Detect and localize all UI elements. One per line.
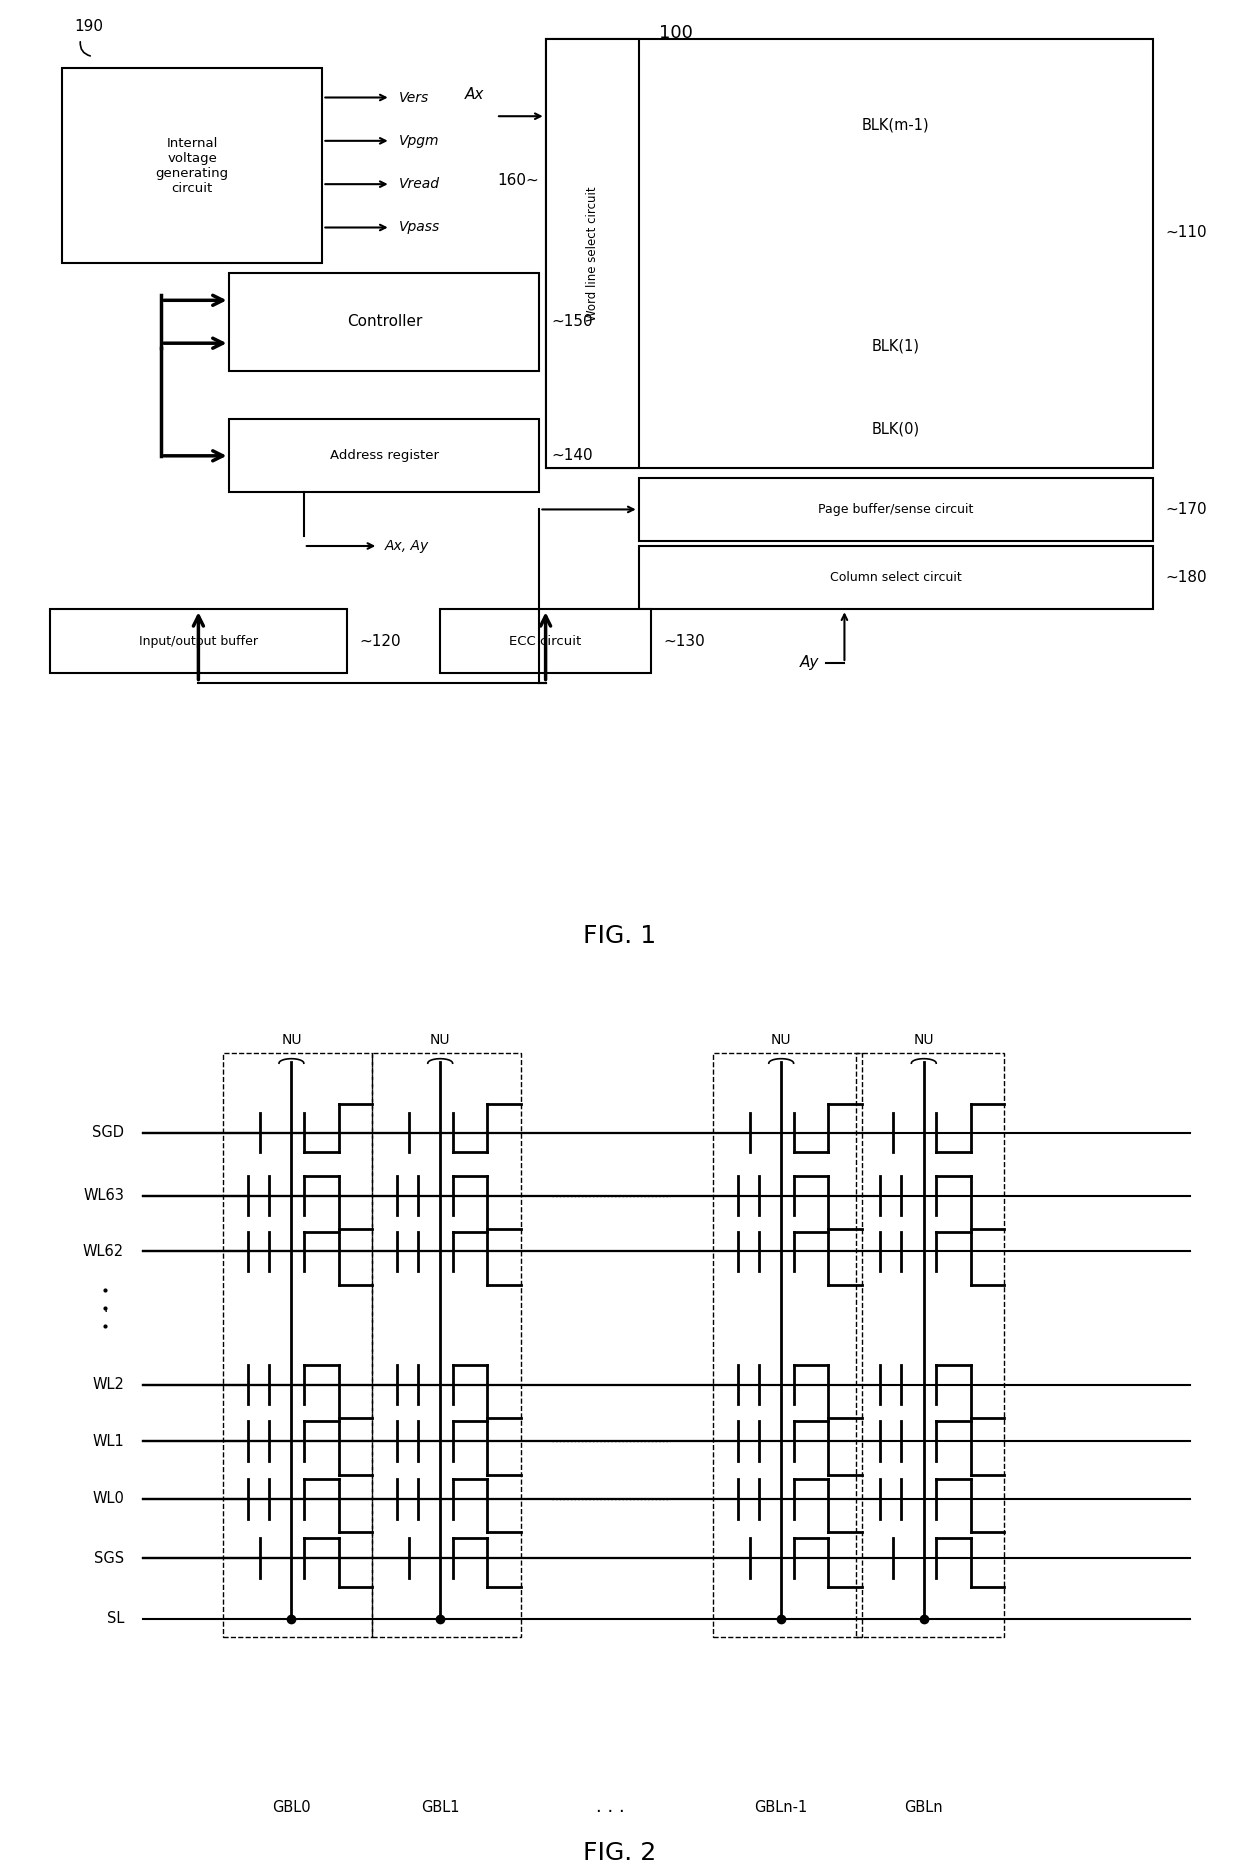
Text: ~110: ~110 [1166,225,1208,240]
Text: Vread: Vread [399,176,440,191]
Text: WL62: WL62 [83,1243,124,1258]
Text: NU: NU [281,1033,301,1046]
Text: GBLn: GBLn [904,1800,944,1815]
Bar [229,420,539,493]
Text: Vpass: Vpass [399,221,440,234]
Text: ~130: ~130 [663,634,706,649]
Text: NU: NU [771,1033,791,1046]
Text: SGS: SGS [94,1551,124,1566]
Text: FIG. 1: FIG. 1 [584,924,656,949]
Text: . . .: . . . [596,1798,625,1817]
Text: WL1: WL1 [92,1434,124,1449]
Text: ECC circuit: ECC circuit [510,634,582,647]
Bar [62,68,322,262]
Bar [639,546,1153,609]
Text: Ax: Ax [465,86,485,101]
Text: NU: NU [430,1033,450,1046]
Text: FIG. 2: FIG. 2 [583,1841,657,1864]
Text: Vpgm: Vpgm [399,133,440,148]
Text: GBL1: GBL1 [420,1800,460,1815]
Bar [713,1054,862,1637]
Bar [223,1054,372,1637]
Bar [856,1054,1004,1637]
Bar [546,39,639,469]
Text: WL0: WL0 [92,1491,124,1506]
Text: Controller: Controller [347,315,422,330]
Text: 160~: 160~ [497,172,539,188]
Bar [372,1054,521,1637]
Text: ~150: ~150 [552,315,594,330]
Text: Ax, Ay: Ax, Ay [384,538,429,553]
Text: Word line select circuit: Word line select circuit [585,186,599,321]
Text: ~180: ~180 [1166,570,1208,585]
Text: Address register: Address register [330,450,439,463]
Text: WL2: WL2 [92,1376,124,1391]
Bar [229,274,539,371]
Bar [546,39,1153,469]
Text: Internal
voltage
generating
circuit: Internal voltage generating circuit [156,137,228,195]
Text: GBLn-1: GBLn-1 [755,1800,807,1815]
Text: Input/output buffer: Input/output buffer [139,634,258,647]
Text: Vers: Vers [399,90,429,105]
Text: BLK(0): BLK(0) [872,422,920,437]
Text: GBL0: GBL0 [272,1800,311,1815]
Text: 190: 190 [74,19,103,34]
Text: 100: 100 [658,24,693,43]
Text: Page buffer/sense circuit: Page buffer/sense circuit [818,503,973,516]
Bar [440,609,651,673]
Bar [50,609,347,673]
Text: WL63: WL63 [83,1189,124,1204]
Text: Column select circuit: Column select circuit [830,572,962,585]
Text: ~170: ~170 [1166,503,1208,518]
Text: SGD: SGD [92,1125,124,1140]
Text: NU: NU [914,1033,934,1046]
Text: BLK(1): BLK(1) [872,338,920,352]
Bar [639,478,1153,542]
Text: SL: SL [107,1611,124,1626]
Text: ~140: ~140 [552,448,594,463]
Text: BLK(m-1): BLK(m-1) [862,118,930,133]
Text: .: . [103,1301,108,1314]
Text: ~120: ~120 [360,634,402,649]
Text: Ay: Ay [800,656,820,671]
